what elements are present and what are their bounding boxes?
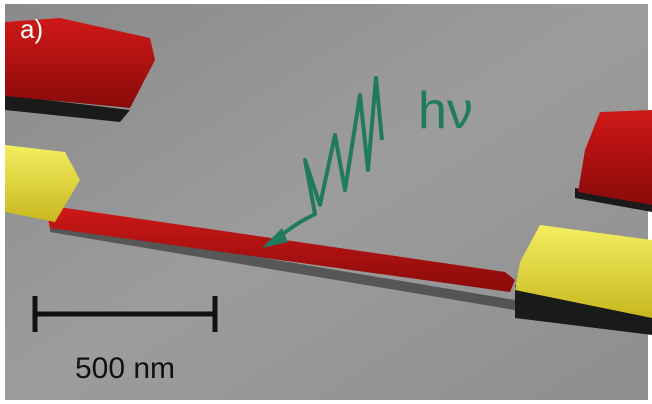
scale-label: 500 nm: [75, 352, 175, 385]
annotation: hν: [418, 82, 473, 140]
sem-image: a) hν 500 nm: [0, 0, 652, 404]
panel-label: a): [20, 14, 43, 44]
